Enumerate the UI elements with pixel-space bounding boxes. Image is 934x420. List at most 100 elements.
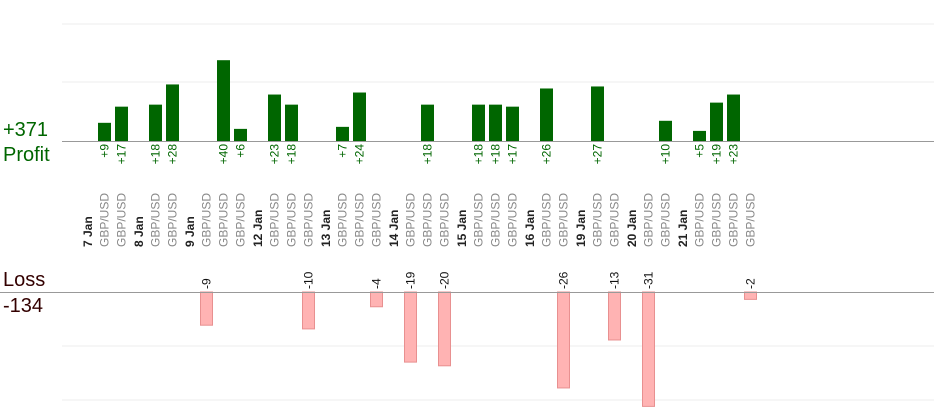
pair-label: GBP/USD bbox=[166, 193, 180, 247]
pair-label: GBP/USD bbox=[115, 193, 129, 247]
pair-label: GBP/USD bbox=[727, 193, 741, 247]
profit-value-label: +5 bbox=[693, 144, 707, 158]
profit-total: +371 bbox=[3, 119, 49, 141]
profit-bar bbox=[710, 102, 723, 141]
profit-value-label: +24 bbox=[353, 144, 367, 165]
loss-value-label: -2 bbox=[744, 278, 758, 289]
profit-value-label: +19 bbox=[710, 144, 724, 165]
loss-value-label: -26 bbox=[557, 271, 571, 289]
pair-label: GBP/USD bbox=[149, 193, 163, 247]
loss-bar bbox=[200, 291, 213, 326]
pair-label: GBP/USD bbox=[472, 193, 486, 247]
pair-label: GBP/USD bbox=[336, 193, 350, 247]
pair-label: GBP/USD bbox=[642, 193, 656, 247]
profit-value-label: +10 bbox=[659, 144, 673, 165]
profit-value-label: +6 bbox=[234, 144, 248, 158]
loss-value-label: -9 bbox=[200, 278, 214, 289]
profit-value-label: +7 bbox=[336, 144, 350, 158]
loss-value-label: -4 bbox=[370, 278, 384, 289]
profit-value-label: +17 bbox=[115, 144, 129, 165]
profit-bar bbox=[166, 84, 179, 141]
pair-label: GBP/USD bbox=[98, 193, 112, 247]
profit-bar bbox=[234, 128, 247, 141]
profit-value-label: +28 bbox=[166, 144, 180, 165]
profit-value-label: +17 bbox=[506, 144, 520, 165]
date-label: 15 Jan bbox=[455, 210, 469, 247]
date-label: 20 Jan bbox=[625, 210, 639, 247]
profit-bar bbox=[506, 106, 519, 141]
profit-value-label: +18 bbox=[285, 144, 299, 165]
pair-label: GBP/USD bbox=[693, 193, 707, 247]
loss-bar bbox=[557, 291, 570, 389]
pair-label: GBP/USD bbox=[710, 193, 724, 247]
date-label: 19 Jan bbox=[574, 210, 588, 247]
profit-value-label: +18 bbox=[421, 144, 435, 165]
loss-bar bbox=[302, 291, 315, 330]
pair-label: GBP/USD bbox=[540, 193, 554, 247]
pair-label: GBP/USD bbox=[217, 193, 231, 247]
profit-bar bbox=[693, 130, 706, 141]
profit-bar bbox=[353, 92, 366, 141]
pair-label: GBP/USD bbox=[200, 193, 214, 247]
profit-bar bbox=[591, 86, 604, 141]
profit-value-label: +26 bbox=[540, 144, 554, 165]
date-label: 12 Jan bbox=[251, 210, 265, 247]
loss-value-label: -20 bbox=[438, 271, 452, 289]
profit-bar bbox=[540, 88, 553, 141]
profit-value-label: +18 bbox=[149, 144, 163, 165]
profit-value-label: +23 bbox=[727, 144, 741, 165]
pair-label: GBP/USD bbox=[438, 193, 452, 247]
date-label: 8 Jan bbox=[132, 216, 146, 247]
loss-bar bbox=[370, 291, 383, 308]
profit-value-label: +18 bbox=[489, 144, 503, 165]
profit-bar bbox=[217, 60, 230, 142]
profit-bar bbox=[421, 104, 434, 141]
pair-label: GBP/USD bbox=[268, 193, 282, 247]
date-label: 21 Jan bbox=[676, 210, 690, 247]
date-label: 13 Jan bbox=[319, 210, 333, 247]
profit-bar bbox=[336, 126, 349, 141]
loss-bar bbox=[404, 291, 417, 363]
profit-bar bbox=[149, 104, 162, 141]
profit-value-label: +40 bbox=[217, 144, 231, 165]
loss-value-label: -31 bbox=[642, 271, 656, 289]
date-label: 7 Jan bbox=[81, 216, 95, 247]
pair-label: GBP/USD bbox=[421, 193, 435, 247]
pair-label: GBP/USD bbox=[285, 193, 299, 247]
loss-value-label: -13 bbox=[608, 271, 622, 289]
profit-bar bbox=[659, 120, 672, 141]
loss-bar bbox=[744, 291, 757, 300]
pair-label: GBP/USD bbox=[557, 193, 571, 247]
pair-label: GBP/USD bbox=[302, 193, 316, 247]
loss-bar bbox=[642, 291, 655, 407]
profit-value-label: +27 bbox=[591, 144, 605, 165]
profit-bar bbox=[285, 104, 298, 141]
profit-bar bbox=[472, 104, 485, 141]
profit-value-label: +23 bbox=[268, 144, 282, 165]
profit-bar bbox=[489, 104, 502, 141]
pair-label: GBP/USD bbox=[353, 193, 367, 247]
profit-value-label: +9 bbox=[98, 144, 112, 158]
pair-label: GBP/USD bbox=[404, 193, 418, 247]
loss-value-label: -10 bbox=[302, 271, 316, 289]
pair-label: GBP/USD bbox=[234, 193, 248, 247]
loss-bar bbox=[608, 291, 621, 341]
pair-label: GBP/USD bbox=[744, 193, 758, 247]
loss-value-label: -19 bbox=[404, 271, 418, 289]
profit-value-label: +18 bbox=[472, 144, 486, 165]
pair-label: GBP/USD bbox=[659, 193, 673, 247]
profit-bar bbox=[115, 106, 128, 141]
pair-label: GBP/USD bbox=[506, 193, 520, 247]
pair-label: GBP/USD bbox=[608, 193, 622, 247]
date-label: 16 Jan bbox=[523, 210, 537, 247]
loss-total: -134 bbox=[3, 295, 44, 317]
loss-bar bbox=[438, 291, 451, 367]
pair-label: GBP/USD bbox=[591, 193, 605, 247]
profit-bar bbox=[268, 94, 281, 141]
date-label: 9 Jan bbox=[183, 216, 197, 247]
date-label: 14 Jan bbox=[387, 210, 401, 247]
pair-label: GBP/USD bbox=[489, 193, 503, 247]
profit-bar bbox=[98, 122, 111, 141]
profit-bar bbox=[727, 94, 740, 141]
